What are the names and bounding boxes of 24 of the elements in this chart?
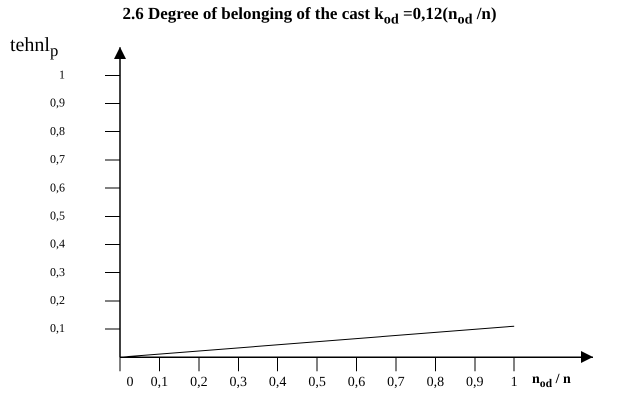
x-tick-label: 0,5 [308,374,326,390]
x-tick-label: 0 [126,374,134,390]
y-tick-label: 0,4 [50,236,65,251]
y-tick-label: 0,9 [50,96,65,110]
x-tick-label: 1 [510,374,518,390]
y-tick-label: 1 [59,68,65,82]
x-tick-label: 0,8 [426,374,444,390]
x-axis-title: n$_{od}$ / n [532,372,571,390]
y-tick-label: 0,3 [50,264,65,279]
x-tick-label: 0,7 [387,374,405,390]
x-tick-label: 0,1 [150,374,168,390]
x-tick-label: 0,9 [466,374,484,390]
y-tick-label: 0,6 [50,180,65,194]
y-tick-label: 0,1 [50,321,65,336]
x-tick-label: 0,2 [190,374,208,390]
y-tick-label: 0,5 [50,208,65,222]
x-tick-label: 0,4 [268,374,286,390]
x-tick-label: 0,6 [348,374,366,390]
x-tick-label: 0,3 [230,374,247,390]
y-tick-label: 0,2 [50,292,65,307]
y-tick-label: 0,8 [50,124,65,138]
y-axis-title: tehnl$_{p}$ [10,34,58,61]
y-tick-label: 0,7 [50,152,65,166]
chart-title: 2.6 Degree of belonging of the cast k$_{od}$ =0,12(n$_{od}$ /n) [121,4,498,28]
